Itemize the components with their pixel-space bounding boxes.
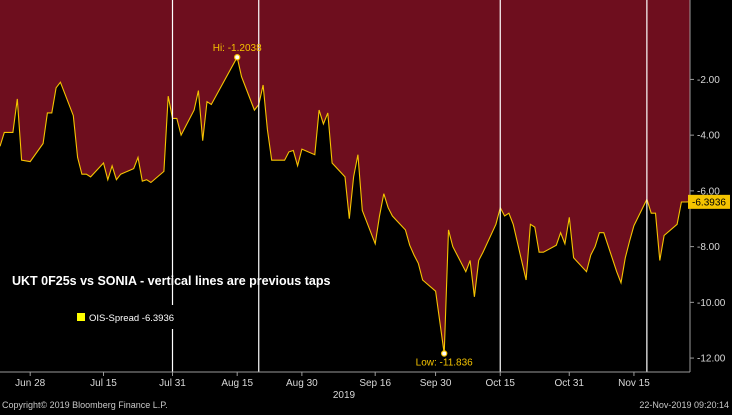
x-axis: Jun 28 Jul 15 Jul 31 Aug 15 Aug 30 Sep 16 Sep … [0,371,690,389]
spread-line [0,55,691,354]
x-tick-label: Aug 15 [221,378,253,389]
y-tick-label: -8.00 [697,242,720,253]
x-tick-label: Jul 15 [90,378,117,389]
y-tick-label: -2.00 [697,75,720,86]
timestamp-text: 22-Nov-2019 09:20:14 [639,400,729,410]
y-tick-label: -10.00 [697,298,726,309]
y-tick-label: -6.00 [697,186,720,197]
y-tick-label: -4.00 [697,131,720,142]
last-value-label: -6.3936 [692,197,726,208]
x-tick-label: Oct 31 [555,378,585,389]
copyright-text: Copyright© 2019 Bloomberg Finance L.P. [2,400,168,410]
low-label: Low: -11.836 [416,357,474,368]
x-tick-label: Sep 16 [359,378,391,389]
legend-label: OIS-Spread -6.3936 [89,313,174,324]
legend-box [64,305,200,329]
high-label: Hi: -1.2038 [213,43,262,54]
chart-title: UKT 0F25s vs SONIA - vertical lines are … [12,274,330,288]
x-axis-year: 2019 [333,390,356,401]
y-tick-label: -12.00 [697,354,726,365]
legend-swatch [77,313,85,321]
low-marker [440,350,448,357]
annotations: Hi: -1.2038 Low: -11.836 -6.3936 [213,43,730,368]
x-tick-label: Jul 31 [159,378,186,389]
x-tick-label: Oct 15 [486,378,516,389]
legend: OIS-Spread -6.3936 [64,305,200,329]
high-marker [233,54,241,61]
last-value-tag [688,194,730,209]
x-tick-label: Nov 15 [618,378,650,389]
x-tick-label: Jun 28 [15,378,45,389]
y-axis: -2.00 -4.00 -6.00 -8.00 -10.00 -12.00 [689,0,726,372]
x-tick-label: Sep 30 [420,378,452,389]
x-tick-label: Aug 30 [286,378,318,389]
